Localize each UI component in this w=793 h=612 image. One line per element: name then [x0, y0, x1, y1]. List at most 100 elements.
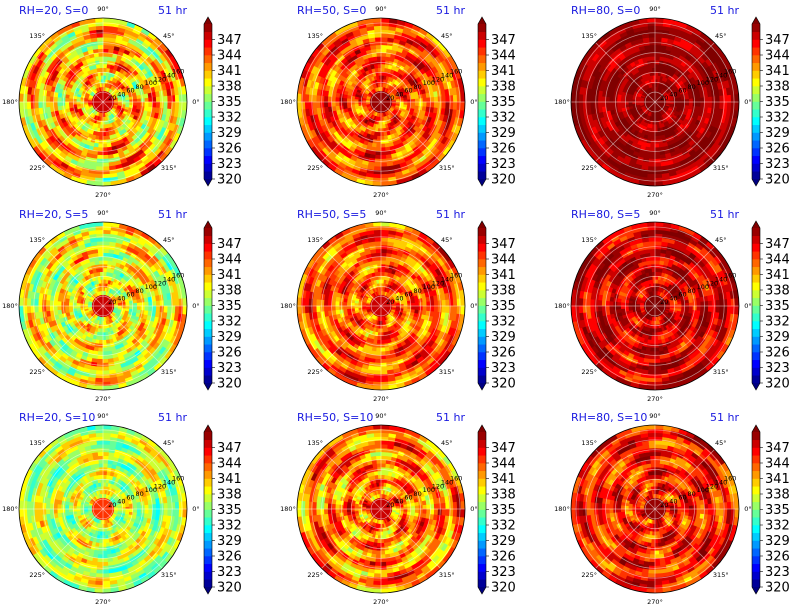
panel-title: RH=50, S=10 — [297, 411, 373, 424]
grid-spoke — [321, 449, 382, 510]
colorbar-segment — [204, 336, 212, 345]
angular-tick-label: 270° — [647, 395, 663, 403]
colorbar-tick-label: 329 — [217, 330, 242, 345]
grid-spoke — [43, 305, 104, 366]
colorbar-tick-label: 323 — [217, 157, 242, 172]
colorbar-segment — [478, 478, 486, 487]
grid-spoke — [102, 508, 163, 569]
angular-tick-label: 0° — [744, 98, 751, 106]
radial-tick-label: 120 — [432, 75, 444, 83]
colorbar-segment — [478, 305, 486, 314]
colorbar-segment — [478, 359, 486, 368]
colorbar-segment — [752, 235, 760, 244]
colorbar-segment — [752, 78, 760, 87]
colorbar-tick-label: 347 — [491, 237, 516, 252]
colorbar-extend-top — [478, 17, 486, 24]
radial-tick-label: 20 — [660, 501, 668, 509]
grid-spoke — [321, 101, 382, 162]
panel-title: RH=20, S=5 — [19, 208, 88, 221]
colorbar-tick-label: 338 — [765, 80, 790, 95]
angular-tick-label: 315° — [161, 164, 177, 172]
grid-spoke — [595, 101, 656, 162]
colorbar-extend-bottom — [752, 383, 760, 390]
colorbar-tick-label: 323 — [491, 157, 516, 172]
colorbar-tick-label: 344 — [217, 253, 242, 268]
radial-tick-label: 160 — [172, 68, 184, 76]
grid-spoke — [595, 246, 656, 307]
angular-tick-label: 315° — [713, 164, 729, 172]
heatmap-field — [19, 18, 187, 186]
radial-tick-label: 160 — [724, 272, 736, 280]
colorbar-segment — [752, 47, 760, 56]
radial-tick-label: 80 — [688, 83, 696, 91]
colorbar-segment — [204, 297, 212, 306]
radial-tick-label: 100 — [697, 283, 709, 291]
colorbar-tick-label: 341 — [491, 268, 516, 283]
colorbar-segment — [478, 101, 486, 110]
colorbar-segment — [204, 124, 212, 133]
colorbar-extend-bottom — [478, 587, 486, 594]
radial-tick-label: 140 — [441, 276, 453, 284]
grid-spoke — [595, 42, 656, 103]
colorbar-segment — [204, 556, 212, 565]
angular-tick-label: 225° — [581, 368, 597, 376]
angular-tick-label: 90° — [375, 412, 387, 420]
colorbar-segment — [752, 525, 760, 534]
colorbar-segment — [478, 540, 486, 549]
angular-tick-label: 135° — [307, 32, 323, 40]
panel-time: 51 hr — [710, 4, 739, 17]
colorbar-segment — [478, 132, 486, 141]
angular-tick-label: 315° — [713, 571, 729, 579]
radial-tick-label: 140 — [163, 276, 175, 284]
polar-outline — [296, 17, 466, 187]
colorbar-tick-label: 323 — [765, 361, 790, 376]
angular-tick-label: 45° — [715, 439, 727, 447]
colorbar-tick-label: 332 — [765, 519, 790, 534]
radial-tick-label: 120 — [154, 75, 166, 83]
colorbar-extend-top — [204, 17, 212, 24]
grid-spoke — [102, 42, 163, 103]
radial-tick-label: 40 — [669, 497, 677, 505]
angular-tick-label: 90° — [649, 412, 661, 420]
colorbar-tick-label: 341 — [491, 472, 516, 487]
colorbar-segment — [478, 455, 486, 464]
colorbar-tick-label: 347 — [765, 441, 790, 456]
colorbar-segment — [204, 266, 212, 275]
colorbar-segment — [752, 470, 760, 479]
colorbar-tick-label: 329 — [765, 126, 790, 141]
angular-tick-label: 135° — [307, 236, 323, 244]
colorbar-segment — [478, 470, 486, 479]
grid-spoke — [43, 42, 104, 103]
grid-spoke — [43, 101, 104, 162]
colorbar-segment — [478, 344, 486, 353]
colorbar-segment — [204, 517, 212, 526]
angular-tick-label: 315° — [713, 368, 729, 376]
grid-spoke — [102, 246, 163, 307]
radial-tick-label: 40 — [117, 90, 125, 98]
grid-spoke — [102, 305, 163, 366]
colorbar-segment — [752, 556, 760, 565]
colorbar-segment — [478, 556, 486, 565]
colorbar-segment — [204, 228, 212, 237]
colorbar-segment — [204, 509, 212, 518]
radial-tick-label: 60 — [126, 291, 134, 299]
colorbar-tick-label: 332 — [491, 111, 516, 126]
polar-outline — [296, 221, 466, 391]
colorbar-tick-label: 335 — [217, 299, 242, 314]
colorbar-tick-label: 344 — [765, 457, 790, 472]
colorbar-extend-bottom — [204, 587, 212, 594]
radial-tick-label: 60 — [678, 291, 686, 299]
colorbar-tick-label: 344 — [491, 253, 516, 268]
colorbar-tick-label: 344 — [491, 457, 516, 472]
colorbar-segment — [204, 478, 212, 487]
radial-tick-label: 140 — [715, 72, 727, 80]
colorbar-tick-label: 332 — [491, 315, 516, 330]
colorbar-tick-label: 332 — [217, 519, 242, 534]
colorbar-tick-label: 326 — [491, 346, 516, 361]
radial-tick-label: 120 — [432, 279, 444, 287]
colorbar-segment — [478, 486, 486, 495]
colorbar-segment — [204, 62, 212, 71]
